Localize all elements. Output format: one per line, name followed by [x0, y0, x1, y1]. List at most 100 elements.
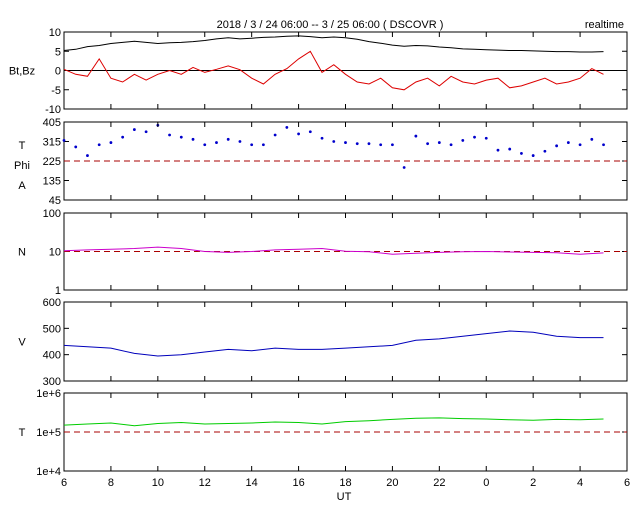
data-point: [168, 133, 171, 137]
x-tick-label: 12: [199, 477, 211, 489]
data-point: [132, 128, 136, 131]
panel-label: A: [18, 180, 26, 192]
data-point: [555, 144, 559, 148]
data-point: [226, 137, 230, 141]
data-point: [320, 136, 324, 140]
x-tick-label: 20: [386, 477, 398, 489]
y-tick-label: 315: [43, 137, 61, 149]
y-tick-label: 600: [43, 297, 61, 309]
data-point: [285, 126, 289, 129]
data-point: [215, 141, 218, 144]
y-tick-label: 135: [43, 176, 61, 188]
data-point: [578, 143, 582, 147]
series-bt-line: [63, 35, 604, 53]
data-point: [461, 139, 465, 142]
data-point: [203, 143, 207, 147]
series-v-line: [63, 330, 604, 357]
panels-group: 10 5 0 -5 -10 Bt,Bz 405 315 225 135 45 T Phi A 100 10 1 N…: [9, 27, 628, 478]
y-tick-label: 100: [43, 208, 61, 220]
data-point: [74, 145, 78, 149]
data-point: [590, 137, 594, 141]
x-tick-label: 0: [483, 477, 489, 489]
data-point: [179, 135, 183, 139]
y-tick-label: 300: [43, 376, 61, 388]
x-tick-label: 10: [152, 477, 164, 489]
data-point: [437, 141, 441, 144]
y-tick-label: 500: [43, 323, 61, 335]
data-point: [332, 140, 336, 143]
x-tick-label: 18: [339, 477, 351, 489]
data-point: [391, 143, 394, 147]
data-point: [379, 143, 383, 147]
data-point: [144, 130, 148, 134]
y-tick-label: 1e+6: [36, 388, 61, 400]
x-tick-label: 2: [530, 477, 536, 489]
panel-density: 100 10 1 N: [18, 208, 628, 297]
panel-frame: [63, 301, 628, 382]
series-bz-line: [63, 50, 604, 91]
x-tick-label: 22: [433, 477, 445, 489]
y-tick-label: 10: [49, 27, 61, 39]
data-point: [426, 142, 430, 146]
y-tick-label: 405: [43, 117, 61, 129]
data-point: [344, 141, 347, 144]
data-point: [484, 136, 488, 140]
data-point: [520, 152, 523, 155]
panel-label: V: [18, 337, 26, 349]
data-point: [531, 154, 535, 157]
data-point: [297, 132, 300, 136]
panel-speed: 600 500 400 300 V: [18, 297, 628, 388]
y-tick-label: -5: [51, 85, 61, 97]
panel-label: Bt,Bz: [9, 66, 35, 78]
x-axis-label: UT: [337, 491, 352, 503]
chart-title: 2018 / 3 / 24 06:00 -- 3 / 25 06:00 ( DS…: [217, 19, 444, 31]
data-point: [367, 142, 371, 146]
y-tick-label: 5: [55, 46, 61, 58]
y-tick-label: -10: [45, 104, 61, 116]
panel-label: N: [18, 247, 26, 259]
data-point: [566, 141, 570, 144]
data-point: [273, 133, 277, 137]
data-point: [97, 143, 101, 147]
data-point: [473, 135, 476, 139]
realtime-label: realtime: [585, 19, 624, 31]
x-tick-label: 4: [577, 477, 583, 489]
data-point: [449, 143, 453, 147]
x-tick-label: 16: [292, 477, 304, 489]
panel-phi: 405 315 225 135 45 T Phi A: [14, 117, 628, 207]
y-tick-label: 10: [49, 247, 61, 259]
y-tick-label: 0: [55, 66, 61, 78]
series-phi: [62, 123, 605, 169]
panel-label: Phi: [14, 160, 30, 172]
x-tick-label: 14: [246, 477, 258, 489]
data-point: [109, 141, 113, 144]
data-point: [62, 139, 66, 142]
y-tick-label: 1e+4: [36, 466, 61, 478]
panel-bt_bz: 10 5 0 -5 -10 Bt,Bz: [9, 27, 628, 116]
series-n-line: [63, 246, 604, 255]
data-point: [261, 143, 265, 147]
data-point: [602, 143, 605, 147]
data-point: [355, 142, 359, 146]
series-t-line: [63, 417, 604, 427]
y-tick-label: 1: [55, 285, 61, 297]
y-tick-label: 45: [49, 195, 61, 207]
panel-label: T: [19, 140, 26, 152]
data-point: [414, 134, 418, 138]
panel-temperature: 1e+6 1e+5 1e+4 T: [19, 388, 628, 478]
y-tick-label: 400: [43, 350, 61, 362]
data-point: [121, 135, 125, 139]
data-point: [508, 147, 512, 151]
data-point: [86, 154, 89, 157]
x-axis: 6 8 10 12 14 16 18 20 22 0 2 4 6: [61, 477, 630, 489]
x-tick-label: 6: [61, 477, 67, 489]
data-point: [543, 149, 547, 153]
y-tick-label: 1e+5: [36, 427, 61, 439]
data-point: [191, 137, 195, 141]
data-point: [496, 148, 500, 152]
panel-label: T: [19, 427, 26, 439]
x-tick-label: 6: [624, 477, 630, 489]
data-point: [238, 140, 242, 143]
data-point: [250, 143, 254, 147]
